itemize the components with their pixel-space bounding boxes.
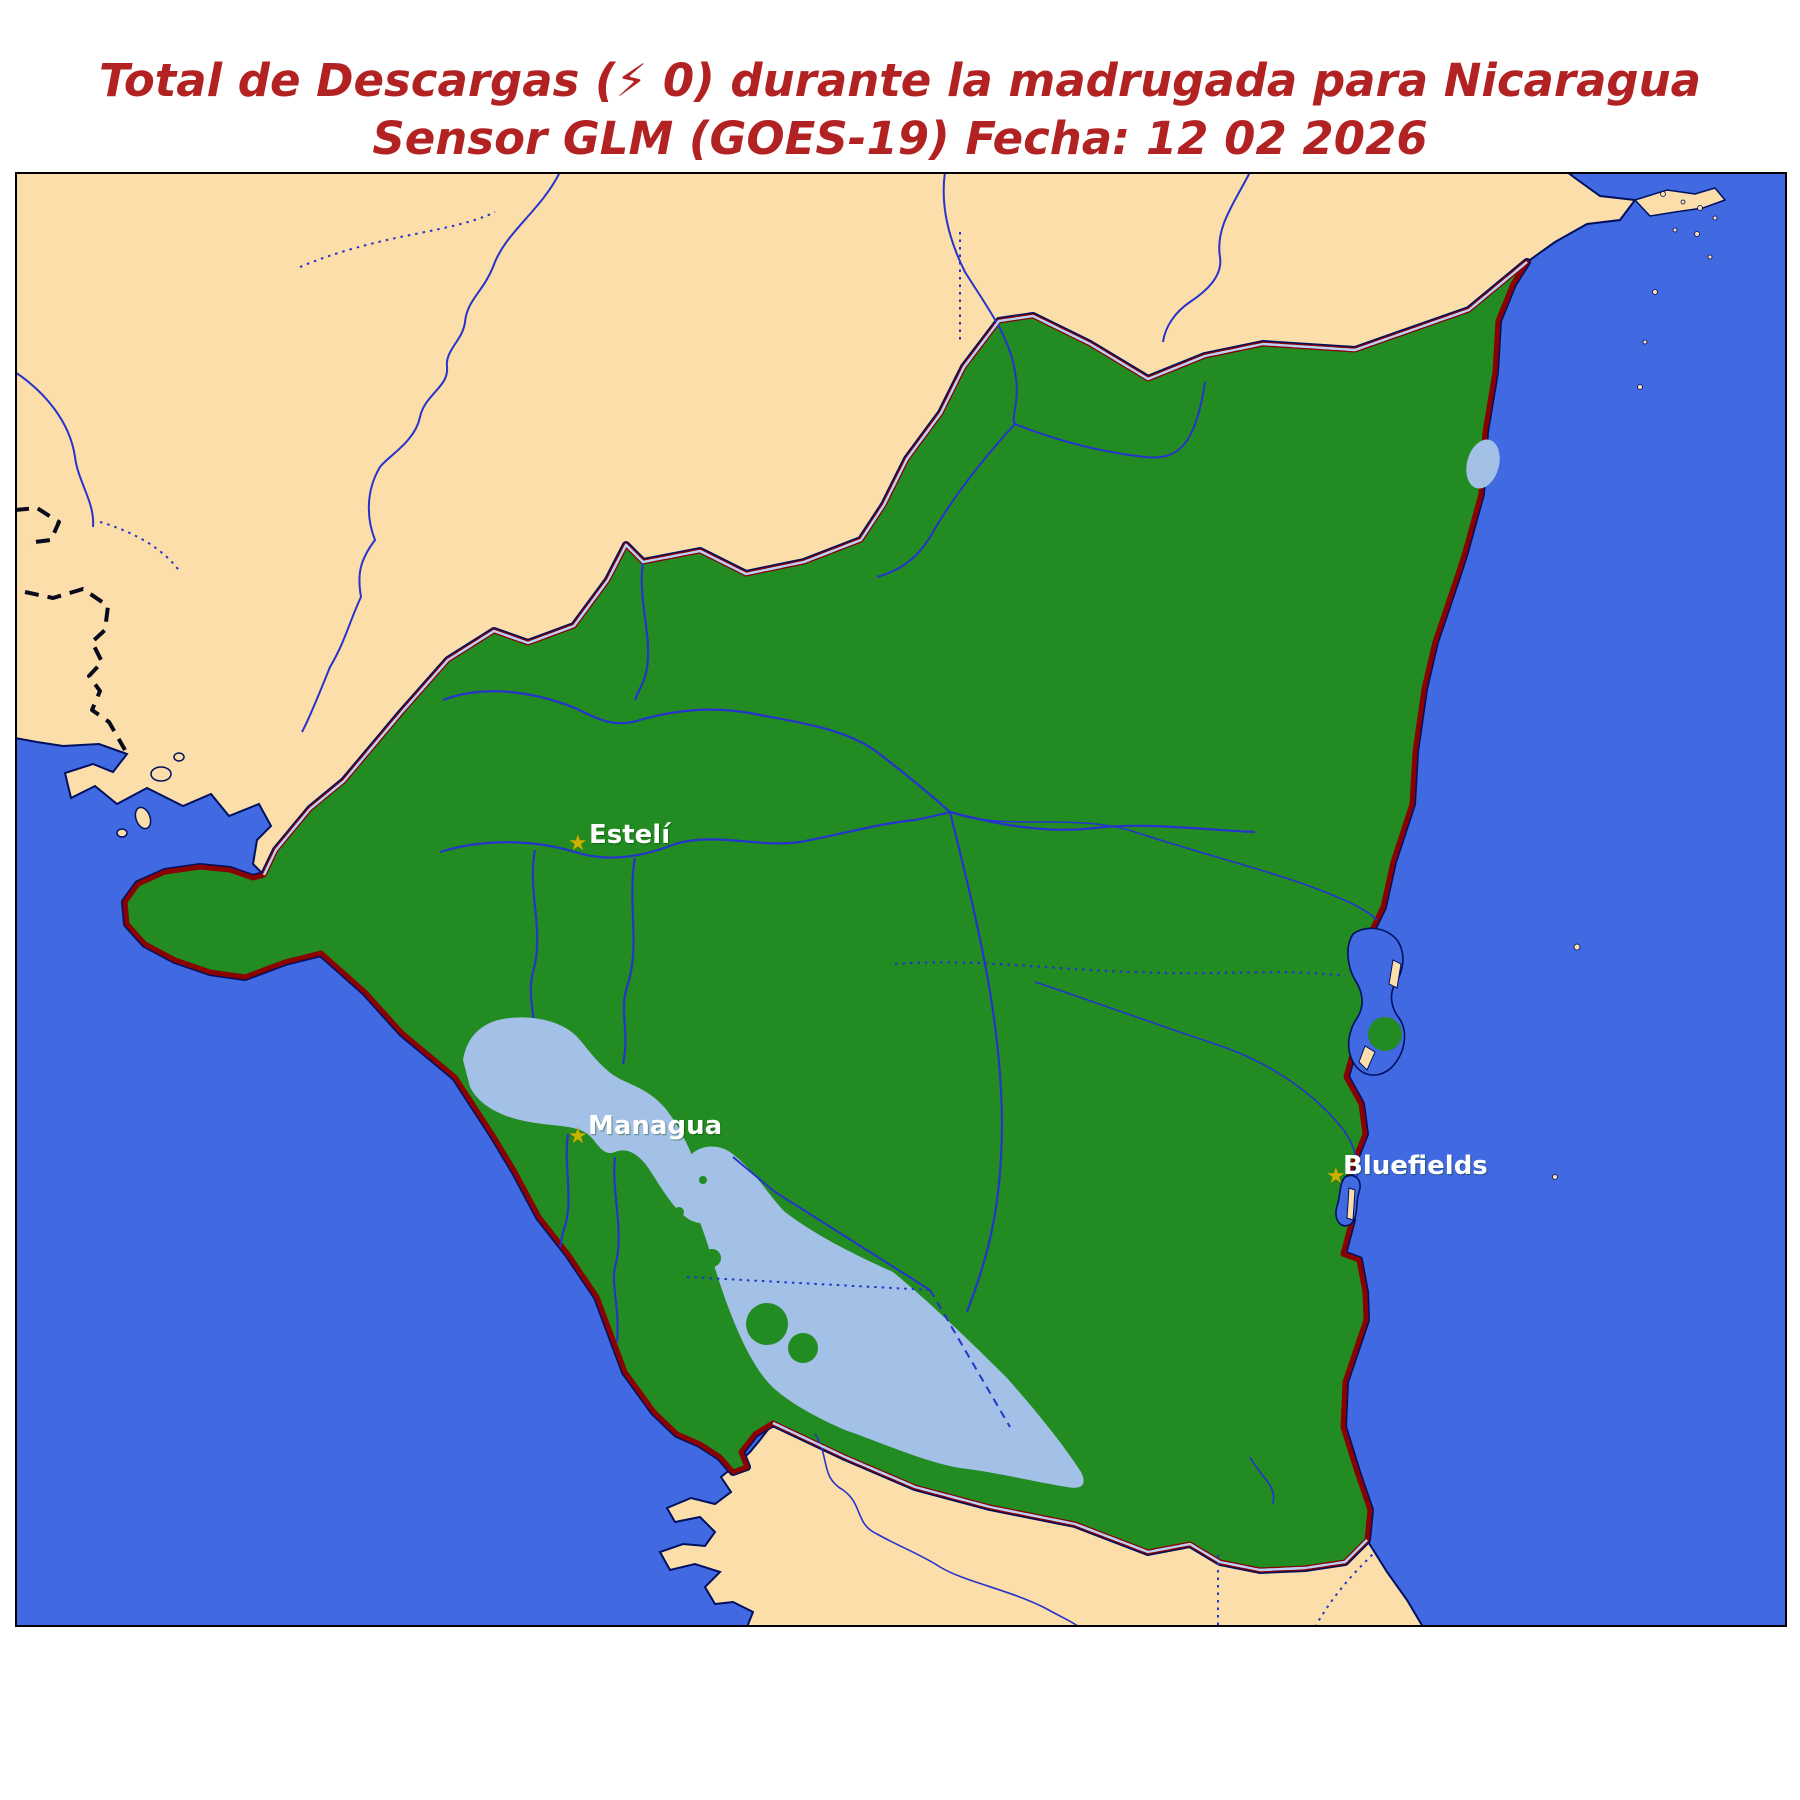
lake-managua xyxy=(463,1017,709,1224)
rivers xyxy=(949,811,1378,1505)
bluefields-star-icon: ★ xyxy=(1326,1164,1346,1189)
title-line-2: Sensor GLM (GOES-19) Fecha: 12 02 2026 xyxy=(372,112,1428,165)
international-borders xyxy=(15,262,1527,1570)
ne-lagoon xyxy=(1466,439,1500,489)
lakes xyxy=(463,439,1500,1488)
honduras-coast-hook xyxy=(1633,187,1727,217)
caribbean-cays xyxy=(1552,191,1718,1180)
title-line-1: Total de Descargas (⚡ 0) durante la madr… xyxy=(98,54,1702,107)
map-frame xyxy=(15,172,1787,1627)
costa-rica-admin-lines xyxy=(814,1433,1376,1627)
city-label-bluefields: Bluefields xyxy=(1343,1151,1488,1181)
lake-nicaragua xyxy=(686,1146,1084,1488)
figure-title: Total de Descargas (⚡ 0) durante la madr… xyxy=(0,52,1800,168)
map-area xyxy=(15,172,1787,1627)
caribbean-lagoons xyxy=(1335,927,1406,1227)
honduras-admin-lines xyxy=(15,172,1251,733)
city-label-managua: Managua xyxy=(588,1111,723,1141)
lake-admin-lines xyxy=(686,1156,1011,1428)
city-label-esteli: Estelí xyxy=(589,820,671,850)
esteli-star-icon: ★ xyxy=(568,831,588,856)
gulf-islands xyxy=(116,752,185,838)
managua-star-icon: ★ xyxy=(568,1124,588,1149)
nicaragua-map-svg xyxy=(15,172,1787,1627)
lake-islands xyxy=(674,1176,818,1363)
